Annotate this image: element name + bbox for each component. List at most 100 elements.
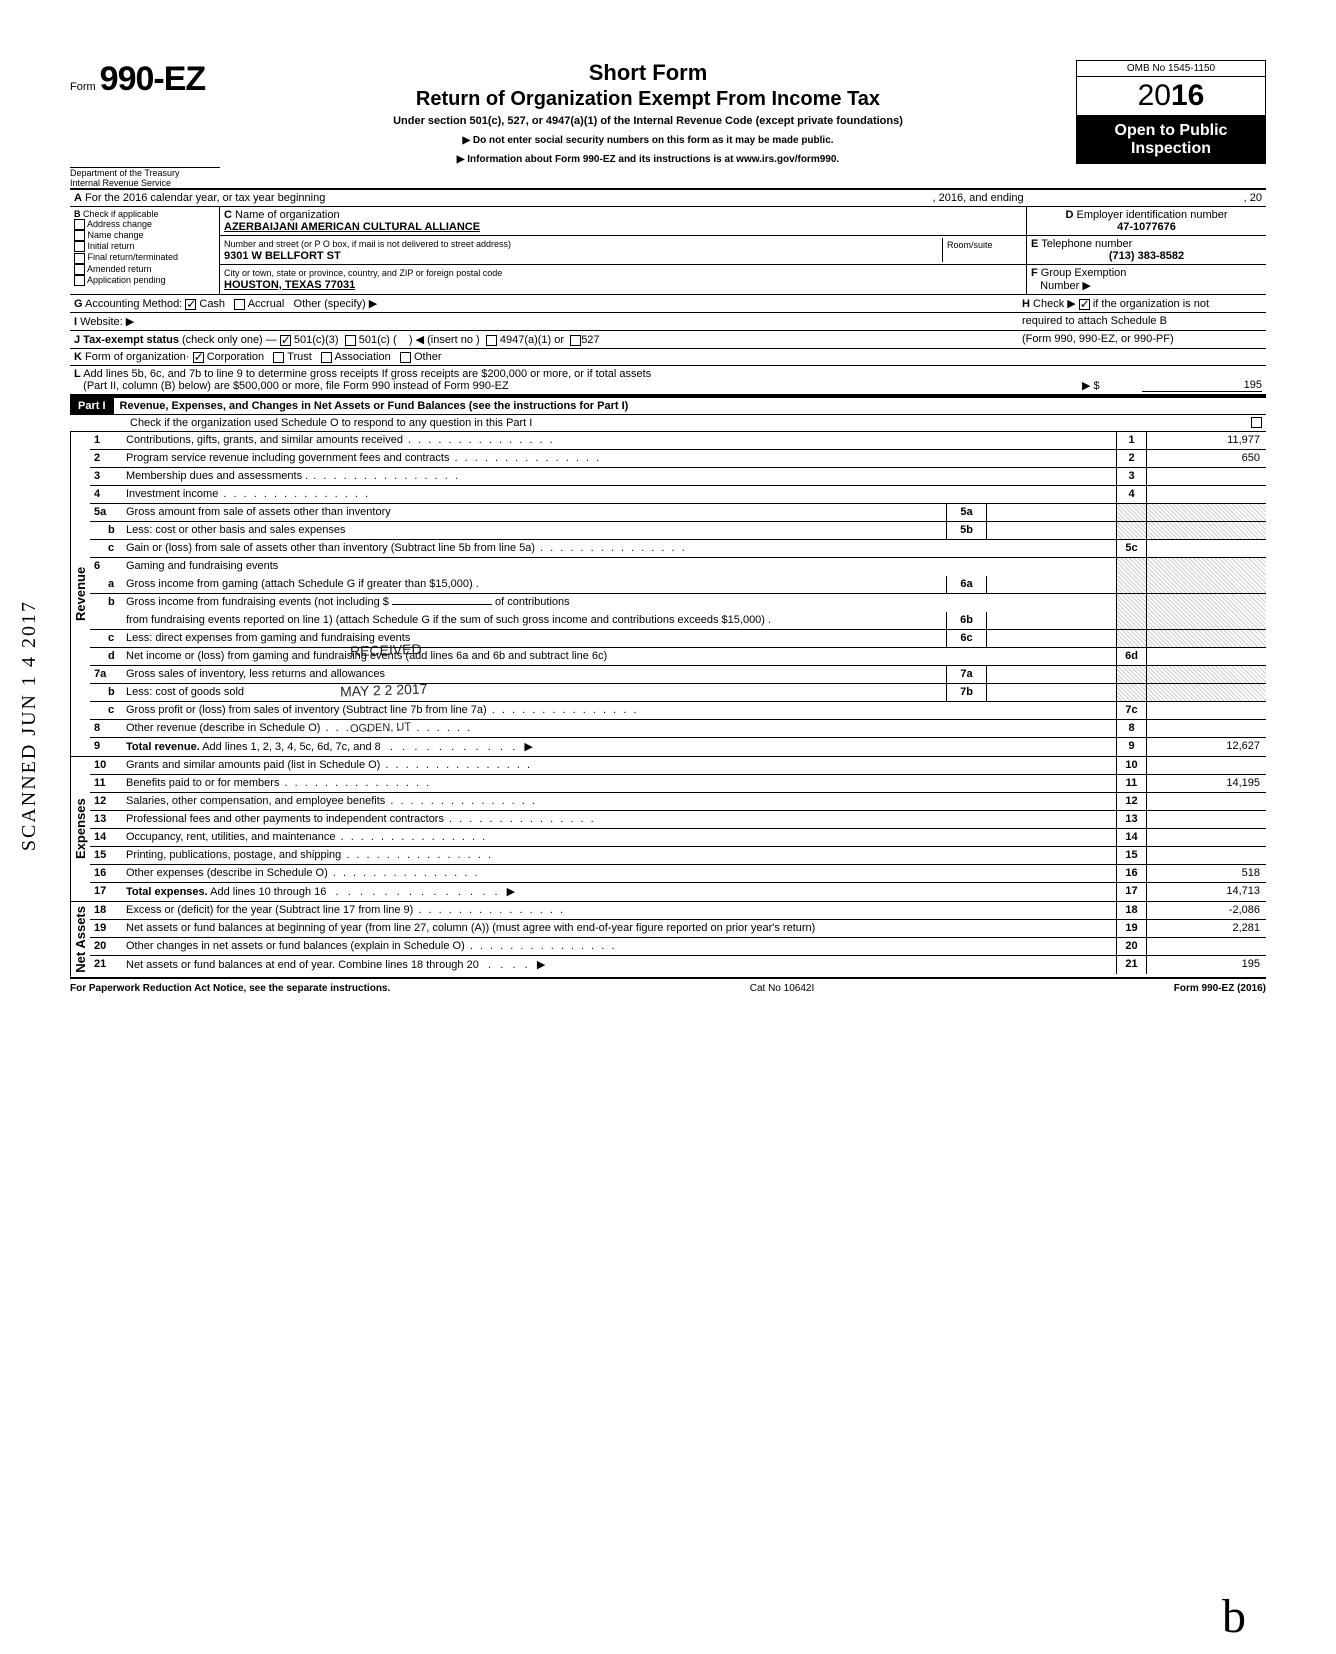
- h-line2: required to attach Schedule B: [1022, 315, 1262, 328]
- checkbox-other-org[interactable]: [400, 352, 411, 363]
- checkbox-501c[interactable]: [345, 335, 356, 346]
- row-6-shade: [1116, 558, 1146, 576]
- row-17-en: 17: [1116, 883, 1146, 901]
- row-5a-text: Gross amount from sale of assets other t…: [126, 504, 946, 521]
- row-20-val: [1146, 938, 1266, 955]
- row-21-en: 21: [1116, 956, 1146, 974]
- checkbox-association[interactable]: [321, 352, 332, 363]
- row-14-val: [1146, 829, 1266, 846]
- row-16-text: Other expenses (describe in Schedule O): [126, 865, 1116, 882]
- row-7a-shade: [1116, 666, 1146, 683]
- checkbox-final-return[interactable]: [74, 253, 85, 264]
- l-arrow: ▶ $: [1082, 379, 1142, 392]
- row-16-val: 518: [1146, 865, 1266, 882]
- row-19-val: 2,281: [1146, 920, 1266, 937]
- row-7a-shade2: [1146, 666, 1266, 683]
- dept-treasury: Department of the Treasury: [70, 167, 220, 178]
- row-2-en: 2: [1116, 450, 1146, 467]
- row-1-en: 1: [1116, 432, 1146, 449]
- checkbox-corporation[interactable]: [193, 352, 204, 363]
- row-18-en: 18: [1116, 902, 1146, 919]
- ogden-stamp: OGDEN, UT: [350, 721, 412, 735]
- checkbox-name-change[interactable]: [74, 230, 85, 241]
- year-bold: 16: [1171, 79, 1204, 112]
- i-label: Website: ▶: [80, 316, 134, 328]
- netassets-label: Net Assets: [70, 902, 90, 977]
- row-3-num: 3: [90, 468, 126, 485]
- g-cash: Cash: [199, 298, 225, 310]
- row-11-text: Benefits paid to or for members: [126, 775, 1116, 792]
- row-11-en: 11: [1116, 775, 1146, 792]
- row-6a-num: a: [90, 576, 126, 593]
- row-8-text: Other revenue (describe in Schedule O): [126, 720, 1116, 737]
- open-to-public: Open to Public Inspection: [1076, 116, 1266, 164]
- row-5a-shade2: [1146, 504, 1266, 521]
- row-6c-shade2: [1146, 630, 1266, 647]
- checkbox-trust[interactable]: [273, 352, 284, 363]
- line-a-text2: , 2016, and ending: [933, 192, 1024, 204]
- note-ssn: Do not enter social security numbers on …: [232, 135, 1064, 146]
- b-item-4: Amended return: [87, 264, 152, 274]
- row-6d-text: Net income or (loss) from gaming and fun…: [126, 648, 1116, 665]
- part-1-header: Part I Revenue, Expenses, and Changes in…: [70, 396, 1266, 415]
- row-2-val: 650: [1146, 450, 1266, 467]
- checkbox-4947[interactable]: [486, 335, 497, 346]
- row-9-en: 9: [1116, 738, 1146, 756]
- checkbox-schedule-o[interactable]: [1251, 417, 1262, 428]
- checkbox-amended-return[interactable]: [74, 264, 85, 275]
- checkbox-address-change[interactable]: [74, 219, 85, 230]
- open-line2: Inspection: [1080, 140, 1262, 158]
- line-a-text3: , 20: [1244, 192, 1262, 204]
- row-7b-mid: 7b: [946, 684, 986, 701]
- row-18-val: -2,086: [1146, 902, 1266, 919]
- subtitle: Under section 501(c), 527, or 4947(a)(1)…: [232, 115, 1064, 127]
- row-6d-val: [1146, 648, 1266, 665]
- line-a: A For the 2016 calendar year, or tax yea…: [70, 188, 1266, 207]
- row-12-val: [1146, 793, 1266, 810]
- row-8-num: 8: [90, 720, 126, 737]
- row-4-num: 4: [90, 486, 126, 503]
- row-20-text: Other changes in net assets or fund bala…: [126, 938, 1116, 955]
- row-7c-text: Gross profit or (loss) from sales of inv…: [126, 702, 1116, 719]
- form-prefix: Form: [70, 81, 96, 93]
- j-o2b: ) ◀ (insert no ): [409, 334, 480, 346]
- row-6b-text3: from fundraising events reported on line…: [126, 612, 946, 629]
- checkbox-schedule-b[interactable]: [1079, 299, 1090, 310]
- checkbox-application-pending[interactable]: [74, 275, 85, 286]
- form-header: Form 990-EZ Department of the Treasury I…: [70, 60, 1266, 188]
- row-8-val: [1146, 720, 1266, 737]
- received-stamp: RECEIVED: [350, 641, 422, 659]
- row-7a-mval: [986, 666, 1116, 683]
- row-13-val: [1146, 811, 1266, 828]
- row-3-text: Membership dues and assessments .: [126, 468, 1116, 485]
- row-7a-text: Gross sales of inventory, less returns a…: [126, 666, 946, 683]
- row-4-val: [1146, 486, 1266, 503]
- row-5b-shade2: [1146, 522, 1266, 539]
- checkbox-cash[interactable]: [185, 299, 196, 310]
- revenue-label: Revenue: [70, 432, 90, 756]
- addr-label: Number and street (or P O box, if mail i…: [224, 239, 511, 249]
- row-7c-num: c: [90, 702, 126, 719]
- checkbox-initial-return[interactable]: [74, 241, 85, 252]
- row-6c-num: c: [90, 630, 126, 647]
- row-6d-en: 6d: [1116, 648, 1146, 665]
- checkbox-501c3[interactable]: [280, 335, 291, 346]
- title-short-form: Short Form: [232, 60, 1064, 86]
- b-item-2: Initial return: [88, 241, 135, 251]
- row-6b-num: b: [90, 594, 126, 612]
- row-9-num: 9: [90, 738, 126, 756]
- row-5b-mid: 5b: [946, 522, 986, 539]
- row-15-num: 15: [90, 847, 126, 864]
- checkbox-accrual[interactable]: [234, 299, 245, 310]
- room-label: Room/suite: [942, 238, 1022, 262]
- row-12-num: 12: [90, 793, 126, 810]
- h-line3: (Form 990, 990-EZ, or 990-PF): [1022, 333, 1262, 346]
- title-return: Return of Organization Exempt From Incom…: [232, 88, 1064, 111]
- g-accrual: Accrual: [248, 298, 285, 310]
- k-o3: Association: [334, 351, 390, 363]
- checkbox-527[interactable]: [570, 335, 581, 346]
- row-3-val: [1146, 468, 1266, 485]
- h-line1b: if the organization is not: [1093, 298, 1209, 310]
- b-item-1: Name change: [88, 230, 144, 240]
- row-17-num: 17: [90, 883, 126, 901]
